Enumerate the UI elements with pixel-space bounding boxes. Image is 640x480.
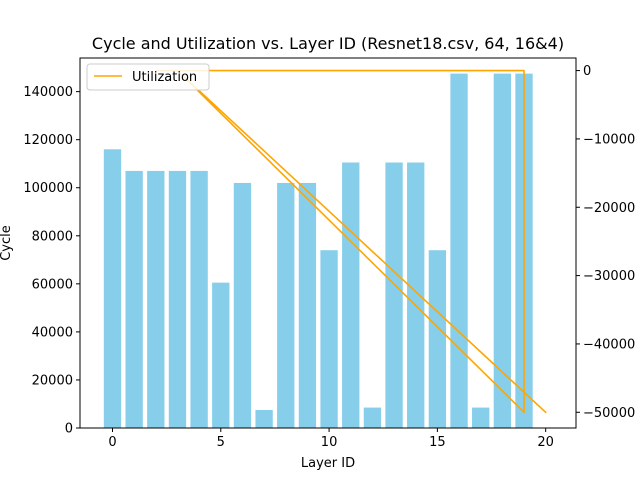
bar-layer-6 — [233, 182, 252, 428]
bar-layer-13 — [385, 162, 403, 428]
bar-layer-0 — [103, 149, 122, 429]
bar-layer-15 — [428, 250, 447, 428]
bar-layer-18 — [493, 73, 512, 429]
bar-layer-4 — [190, 170, 208, 429]
y-tick-label: 80000 — [32, 229, 73, 244]
legend: Utilization — [86, 63, 210, 91]
y-tick-label: 60000 — [32, 277, 73, 292]
bar-layer-2 — [147, 170, 165, 429]
y2-tick-label: −50000 — [583, 406, 635, 421]
bar-layer-3 — [168, 170, 187, 429]
legend-box — [86, 63, 210, 91]
y2-tick-label: 0 — [583, 64, 591, 79]
x-axis: 0 5 10 15 20 — [108, 428, 554, 450]
bar-layer-12 — [363, 407, 382, 428]
y-axis-right: 0 −10000 −20000 −30000 −40000 −50000 — [576, 64, 635, 421]
bar-layer-10 — [320, 250, 338, 428]
bar-layer-9 — [298, 182, 317, 428]
legend-label-utilization: Utilization — [132, 70, 197, 85]
x-axis-title: Layer ID — [301, 456, 355, 471]
bar-series — [103, 73, 533, 429]
bar-layer-14 — [407, 162, 425, 428]
y-axis-left: 0 20000 40000 60000 80000 100000 120000 140000 — [23, 85, 80, 437]
bar-layer-17 — [472, 407, 490, 428]
x-tick-label: 15 — [429, 435, 446, 450]
plot-frame — [79, 57, 577, 429]
x-tick-label: 0 — [108, 435, 116, 450]
bar-layer-11 — [342, 162, 360, 428]
bar-layer-7 — [255, 409, 273, 428]
y-tick-label: 100000 — [23, 181, 73, 196]
chart-title: Cycle and Utilization vs. Layer ID (Resn… — [92, 34, 564, 53]
x-tick-label: 20 — [537, 435, 554, 450]
y-axis-title: Cycle — [0, 225, 14, 261]
y-tick-label: 40000 — [32, 325, 73, 340]
bar-layer-5 — [212, 282, 230, 428]
y2-tick-label: −20000 — [583, 201, 635, 216]
y-tick-label: 0 — [65, 422, 73, 437]
x-tick-label: 5 — [217, 435, 225, 450]
y2-tick-label: −10000 — [583, 132, 635, 147]
y-tick-label: 120000 — [23, 133, 73, 148]
y-tick-label: 140000 — [23, 85, 73, 100]
bar-layer-8 — [277, 182, 295, 428]
bar-layer-16 — [450, 73, 468, 429]
bar-layer-1 — [125, 170, 143, 429]
x-tick-label: 10 — [321, 435, 338, 450]
y-tick-label: 20000 — [32, 373, 73, 388]
y2-tick-label: −40000 — [583, 337, 635, 352]
y2-tick-label: −30000 — [583, 269, 635, 284]
